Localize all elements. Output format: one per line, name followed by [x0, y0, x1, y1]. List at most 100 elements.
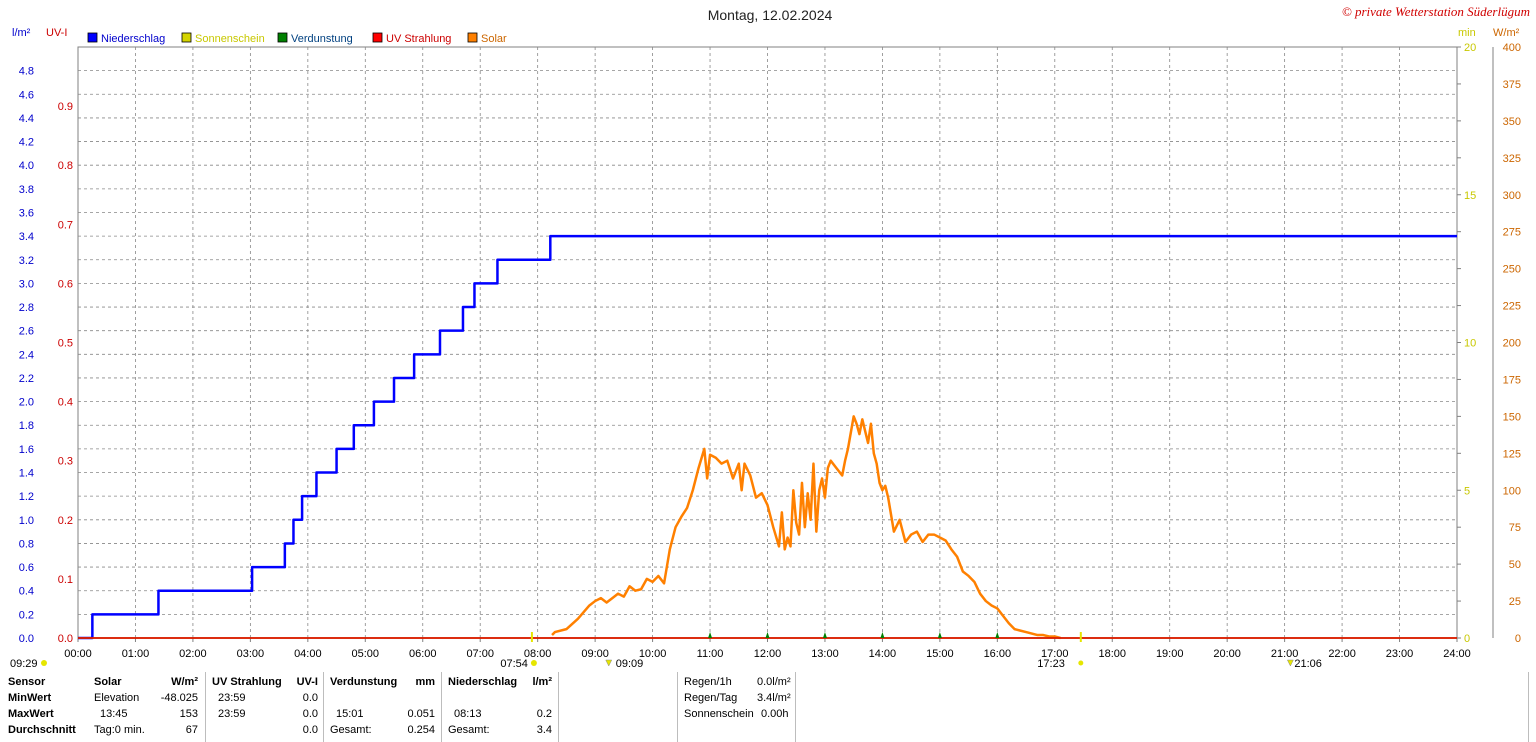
tick-label-x: 15:00: [926, 648, 954, 660]
tick-label-left1: 2.8: [19, 302, 34, 314]
tick-label-left2: 0.1: [58, 574, 73, 586]
tick-label-x: 06:00: [409, 648, 437, 660]
solar-unit: W/m²: [171, 676, 198, 688]
moon-marker: [1286, 659, 1294, 667]
tick-label-x: 12:00: [754, 648, 782, 660]
verdunstung-max-value: 0.051: [407, 708, 435, 720]
marker-sun-dot: [41, 660, 47, 666]
weather-chart: Montag, 12.02.2024 © private Wetterstati…: [10, 4, 1530, 670]
legend-swatch: [87, 32, 98, 43]
unit-right2: W/m²: [1493, 27, 1520, 39]
row-label-avg: Durchschnitt: [8, 724, 76, 736]
unit-left1: l/m²: [12, 27, 31, 39]
moon-time: 21:06: [1294, 658, 1322, 670]
niederschlag-header: Niederschlag: [448, 676, 518, 688]
axis-ticks: 0.0 0.2 0.4 0.6 0.8 1.0 1.2 1.4 1.6 1.8 2.0 2.2 2.4 2…: [19, 42, 1521, 660]
uv-unit: UV-I: [296, 676, 318, 688]
legend-swatch: [181, 32, 192, 43]
sunset-time: 17:23: [1037, 658, 1065, 670]
unit-right1: min: [1458, 27, 1476, 39]
legend-swatch: [467, 32, 478, 43]
tick-label-right2: 75: [1509, 522, 1521, 534]
niederschlag-total-value: 3.4: [536, 724, 552, 736]
solar-avg-label: Tag:0 min.: [94, 724, 145, 736]
verdunstung-marker: [822, 632, 827, 638]
stats-separator: [205, 672, 206, 742]
tick-label-left1: 4.8: [19, 66, 34, 78]
verdunstung-header: Verdunstung: [330, 676, 398, 688]
tick-label-left1: 3.4: [19, 231, 34, 243]
stats-table: Sensor MinWert MaxWert Durchschnitt Sola…: [0, 672, 1536, 742]
tick-label-right2: 325: [1503, 153, 1521, 165]
tick-label-right1: 5: [1464, 485, 1470, 497]
tick-label-right2: 175: [1503, 374, 1521, 386]
tick-label-right2: 275: [1503, 227, 1521, 239]
tick-label-right2: 200: [1503, 338, 1521, 350]
tick-label-left1: 0.0: [19, 633, 34, 645]
series-line-niederschlag: [78, 234, 1457, 640]
tick-label-x: 00:00: [64, 648, 92, 660]
tick-label-left2: 0.8: [58, 160, 73, 172]
tick-label-x: 02:00: [179, 648, 207, 660]
uv-max-time: 23:59: [218, 708, 246, 720]
niederschlag-max-time: 08:13: [454, 708, 482, 720]
tick-label-left1: 4.4: [19, 113, 34, 125]
verdunstung-marker: [880, 632, 885, 638]
tick-label-right2: 250: [1503, 264, 1521, 276]
tick-label-x: 01:00: [122, 648, 150, 660]
uv-min-value: 0.0: [302, 692, 318, 704]
niederschlag-total-label: Gesamt:: [448, 724, 490, 736]
niederschlag-unit: l/m²: [532, 676, 552, 688]
stats-separator: [441, 672, 442, 742]
solar-max-time: 13:45: [100, 708, 128, 720]
verdunstung-marker: [995, 632, 1000, 638]
legend-label: Niederschlag: [101, 33, 165, 45]
tick-label-right2: 350: [1503, 116, 1521, 128]
tick-label-right1: 15: [1464, 190, 1476, 202]
verdunstung-marker: [765, 632, 770, 638]
legend: Niederschlag Sonnenschein Verdunstung UV St…: [87, 32, 507, 45]
summary-sunshine-label: Sonnenschein: [684, 708, 754, 720]
verdunstung-max-time: 15:01: [336, 708, 364, 720]
tick-label-right2: 400: [1503, 42, 1521, 54]
tick-label-x: 16:00: [984, 648, 1012, 660]
stats-separator: [323, 672, 324, 742]
tick-label-left2: 0.9: [58, 101, 73, 113]
sun-markers: 09:29 07:54 09:09 17:23 21:06: [10, 632, 1322, 670]
row-label-min: MinWert: [8, 692, 52, 704]
solar-min-value: -48.025: [160, 692, 198, 704]
legend-label: Verdunstung: [291, 33, 353, 45]
tick-label-x: 04:00: [294, 648, 322, 660]
tick-label-x: 20:00: [1213, 648, 1241, 660]
legend-swatch: [277, 32, 288, 43]
tick-label-left1: 4.2: [19, 137, 34, 149]
grid: [77, 46, 1458, 639]
legend-swatch: [372, 32, 383, 43]
tick-label-right2: 50: [1509, 559, 1521, 571]
tick-label-right2: 150: [1503, 411, 1521, 423]
tick-label-left1: 0.6: [19, 562, 34, 574]
tick-label-right2: 300: [1503, 190, 1521, 202]
tick-label-left2: 0.3: [58, 456, 73, 468]
verdunstung-marker: [708, 632, 713, 638]
solar-min-label: Elevation: [94, 692, 140, 704]
tick-label-x: 19:00: [1156, 648, 1184, 660]
tick-label-x: 24:00: [1443, 648, 1471, 660]
tick-label-right2: 0: [1515, 633, 1521, 645]
summary-rain-hour-label: Regen/1h: [684, 676, 732, 688]
tick-label-x: 10:00: [639, 648, 667, 660]
tick-label-x: 17:00: [1041, 648, 1069, 660]
solar-noon-time: 09:09: [616, 658, 644, 670]
copyright-label: © private Wetterstation Süderlügum: [1342, 4, 1530, 19]
tick-label-left1: 0.2: [19, 609, 34, 621]
verdunstung-total-value: 0.254: [407, 724, 435, 736]
tick-label-right2: 225: [1503, 301, 1521, 313]
tick-label-left1: 3.0: [19, 278, 34, 290]
tick-label-x: 03:00: [237, 648, 265, 660]
uv-max-value: 0.0: [302, 708, 318, 720]
tick-label-left1: 1.6: [19, 444, 34, 456]
tick-label-x: 13:00: [811, 648, 839, 660]
tick-label-left1: 3.8: [19, 184, 34, 196]
summary-rain-hour-value: 0.0l/m²: [757, 676, 791, 688]
tick-label-x: 18:00: [1098, 648, 1126, 660]
